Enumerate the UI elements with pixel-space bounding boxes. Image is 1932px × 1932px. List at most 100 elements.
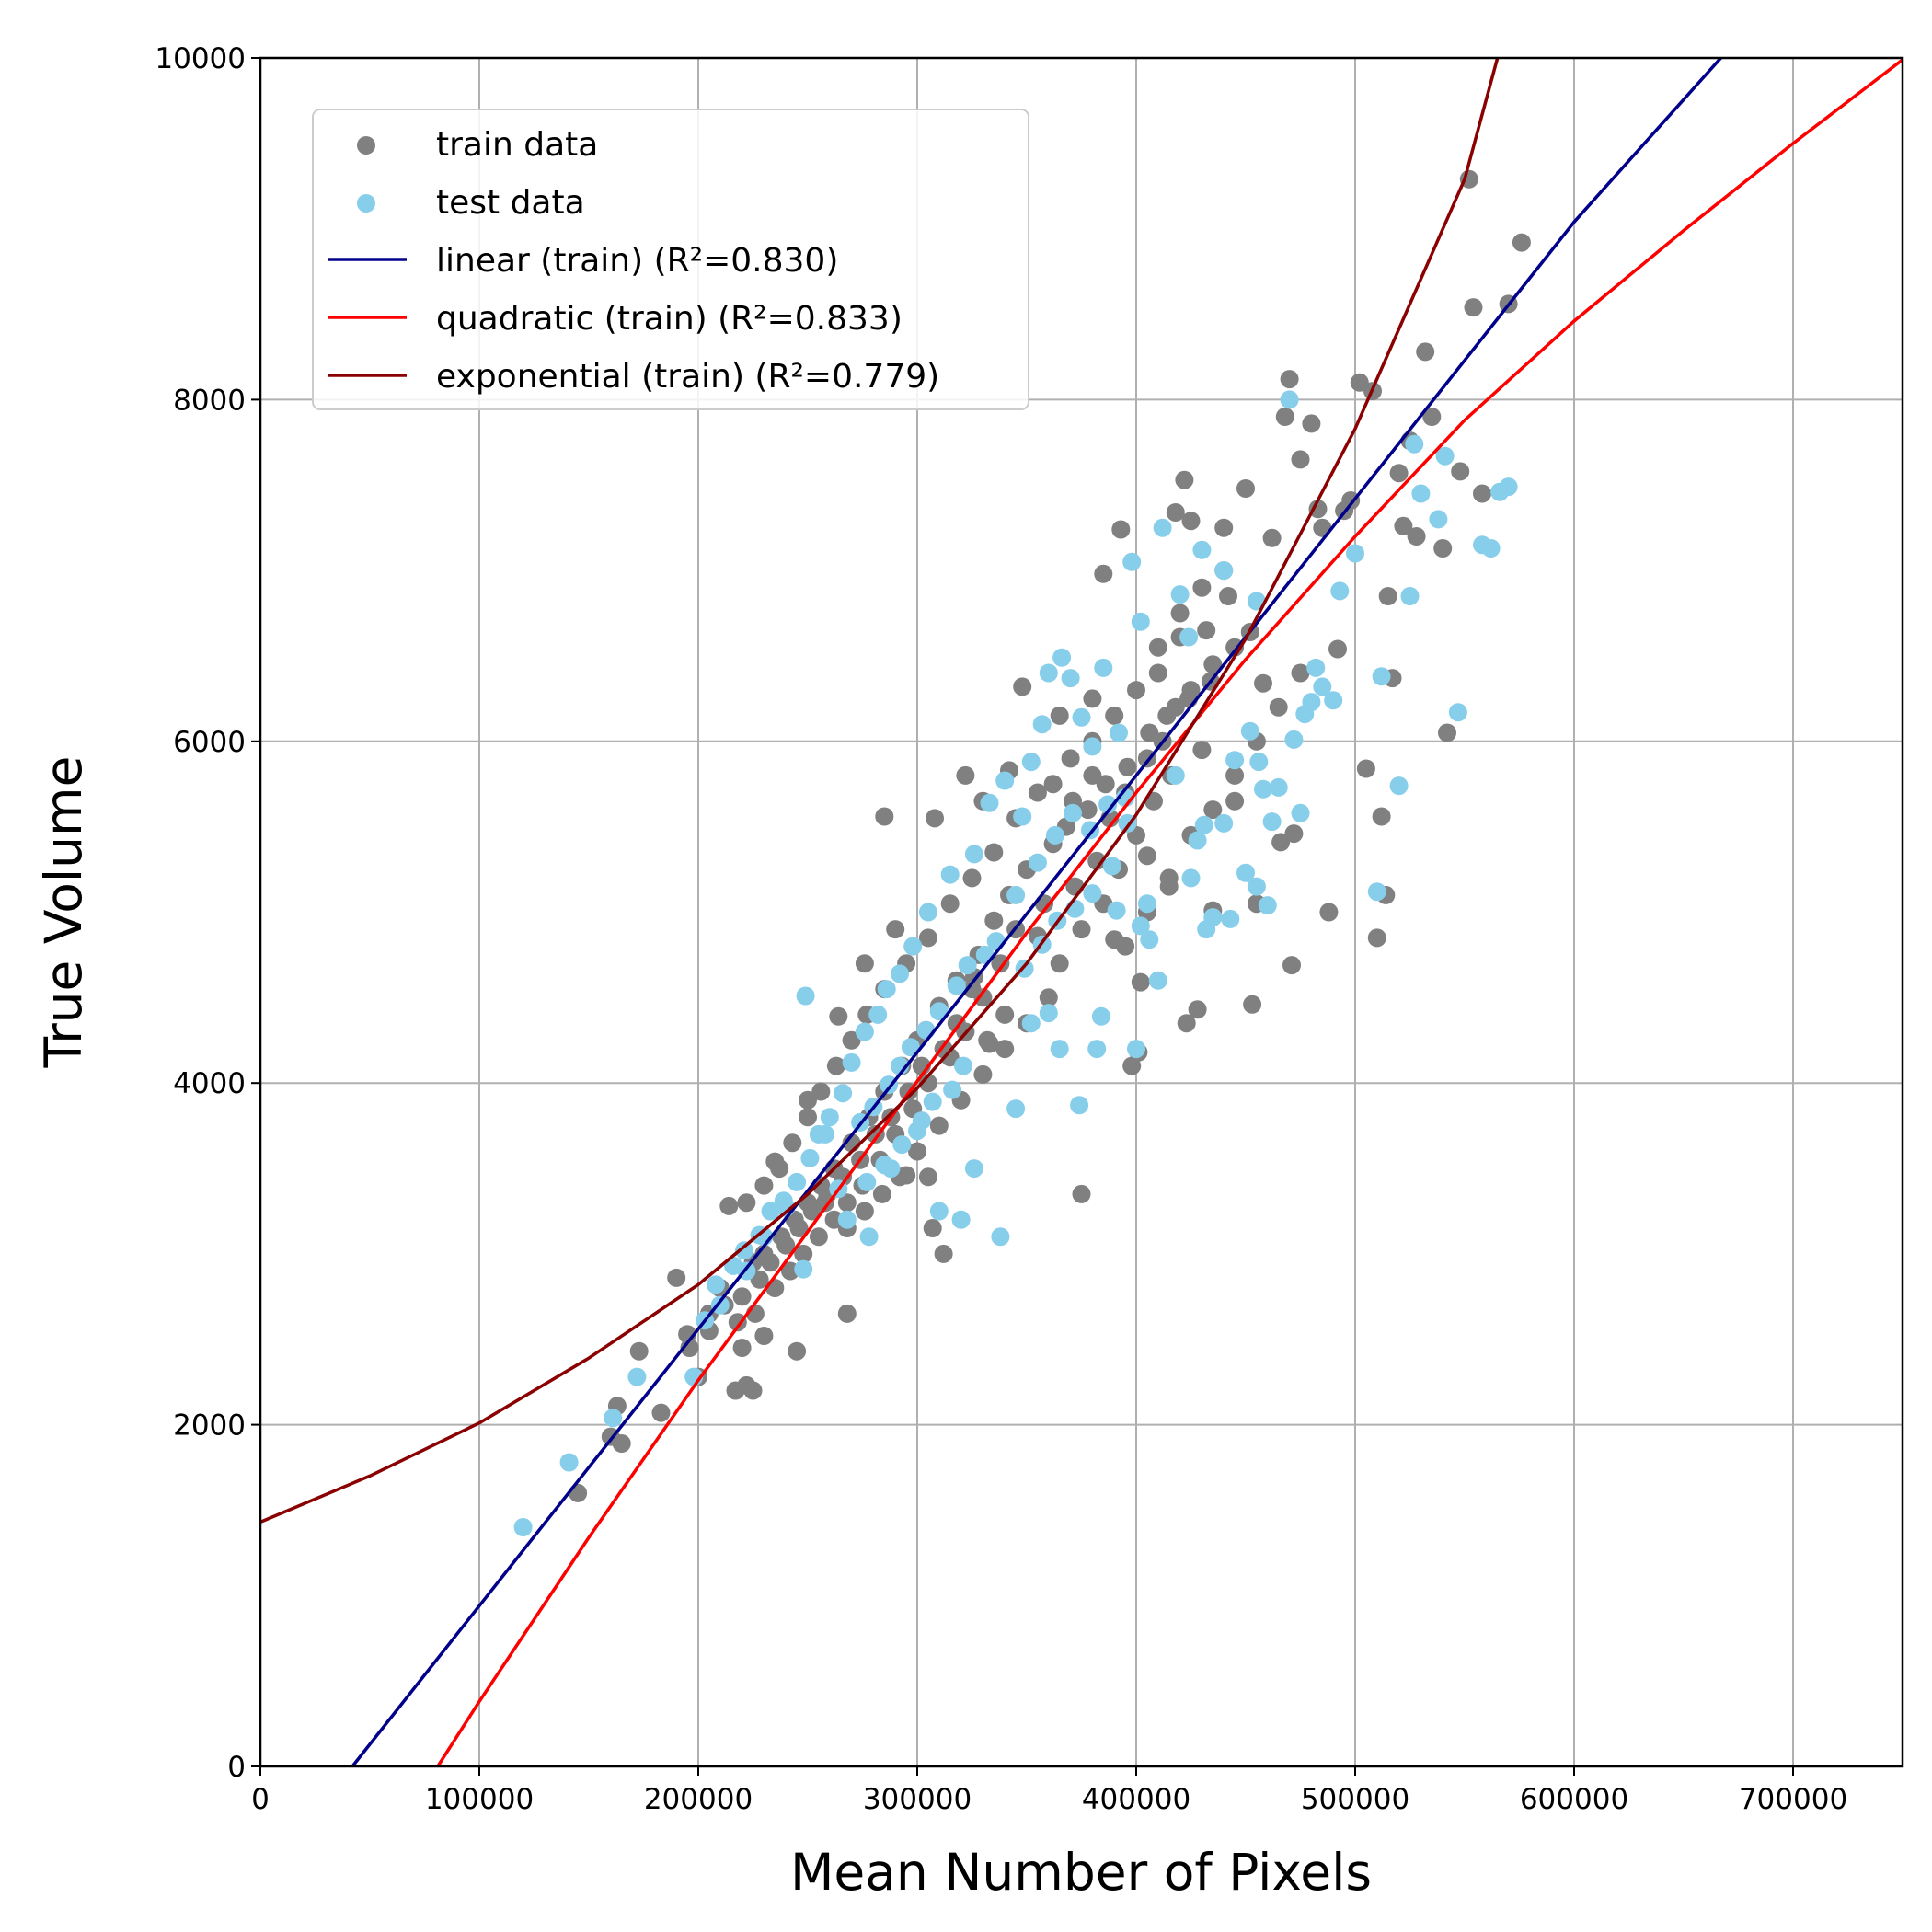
test-data-point: [947, 976, 966, 995]
train-data-point: [947, 1014, 966, 1033]
x-tick-label: 100000: [425, 1783, 534, 1816]
test-data-point: [1166, 765, 1185, 785]
test-data-point: [1122, 552, 1142, 571]
test-data-point: [857, 1172, 877, 1191]
test-data-point: [761, 1202, 780, 1221]
train-data-point: [1473, 484, 1491, 503]
test-data-point: [1039, 1004, 1058, 1023]
train-data-point: [770, 1159, 789, 1179]
y-tick-label: 4000: [173, 1067, 246, 1100]
test-data-point: [1052, 648, 1072, 667]
x-tick-label: 500000: [1301, 1783, 1409, 1816]
test-data-point: [1153, 518, 1172, 537]
test-data-point: [951, 1210, 971, 1229]
train-data-point: [934, 1244, 953, 1263]
train-data-point: [1072, 920, 1091, 939]
test-data-point: [1107, 901, 1126, 920]
train-data-point: [1111, 520, 1131, 539]
train-data-point: [1284, 824, 1304, 844]
train-data-point: [908, 1142, 926, 1161]
test-data-point: [1061, 669, 1080, 688]
test-data-point: [954, 1056, 972, 1075]
train-data-point: [1192, 578, 1212, 597]
test-data-point: [929, 1202, 949, 1221]
train-data-point: [732, 1287, 752, 1306]
train-data-point: [837, 1304, 857, 1323]
legend-marker: [357, 136, 375, 155]
train-data-point: [1512, 233, 1531, 252]
test-data-point: [1429, 510, 1448, 529]
test-data-point: [1481, 539, 1501, 558]
test-data-point: [1050, 1040, 1069, 1059]
train-data-point: [1105, 706, 1124, 725]
test-data-point: [958, 956, 977, 975]
test-data-point: [1131, 916, 1150, 936]
train-data-point: [1148, 663, 1167, 683]
train-data-point: [1181, 512, 1201, 531]
train-data-point: [1356, 759, 1375, 778]
legend-label: linear (train) (R²=0.830): [436, 242, 838, 280]
test-data-point: [1064, 803, 1082, 822]
test-data-point: [513, 1518, 533, 1536]
test-data-point: [1102, 857, 1121, 876]
train-data-point: [1148, 638, 1167, 657]
test-data-point: [627, 1367, 647, 1386]
train-data-point: [1302, 414, 1321, 433]
train-data-point: [1157, 706, 1177, 725]
train-data-point: [855, 1202, 874, 1221]
test-data-point: [1225, 751, 1245, 770]
train-data-point: [984, 911, 1004, 930]
train-data-point: [1116, 937, 1135, 956]
train-data-point: [837, 1193, 857, 1213]
train-data-point: [824, 1210, 844, 1229]
train-data-point: [855, 954, 874, 973]
test-data-point: [901, 1038, 920, 1057]
legend: train data test data linear (train) (R²=0.…: [312, 109, 1029, 410]
test-data-point: [1083, 737, 1102, 756]
test-data-point: [1006, 1099, 1026, 1119]
test-data-point: [1214, 813, 1234, 833]
test-data-point: [1194, 815, 1213, 834]
test-data-point: [1499, 477, 1518, 497]
test-data-point: [1306, 658, 1326, 677]
test-data-point: [1249, 753, 1269, 772]
test-data-point: [1021, 1014, 1041, 1033]
test-data-point: [1247, 877, 1266, 896]
y-tick-label: 2000: [173, 1409, 246, 1443]
test-data-point: [1240, 721, 1259, 741]
train-data-point: [1122, 1056, 1142, 1075]
train-data-point: [783, 1133, 802, 1153]
x-tick-label: 300000: [863, 1783, 972, 1816]
train-data-point: [995, 1005, 1015, 1024]
test-data-point: [809, 1124, 828, 1144]
train-data-point: [1127, 681, 1145, 700]
train-data-point: [794, 1244, 813, 1263]
train-data-point: [1319, 903, 1339, 922]
train-data-point: [1269, 697, 1288, 717]
train-data-point: [651, 1403, 671, 1422]
train-data-point: [1140, 723, 1159, 742]
test-data-point: [1236, 863, 1255, 882]
train-data-point: [750, 1270, 769, 1289]
quadratic-fit-line: [436, 58, 1903, 1766]
legend-label: train data: [436, 126, 598, 164]
test-data-point: [1221, 909, 1240, 928]
test-data-point: [1070, 1096, 1089, 1115]
train-data-point: [1050, 954, 1069, 973]
test-data-point: [1284, 730, 1304, 749]
test-data-point: [1148, 971, 1167, 990]
train-data-point: [1028, 783, 1047, 802]
train-data-point: [1451, 462, 1470, 481]
train-data-point: [811, 1082, 831, 1101]
test-data-point: [1006, 885, 1026, 904]
test-data-point: [1045, 825, 1064, 845]
train-data-point: [973, 1064, 993, 1084]
test-data-point: [788, 1172, 807, 1191]
train-data-point: [1308, 500, 1328, 519]
test-data-point: [794, 1259, 813, 1279]
train-data-point: [1203, 800, 1223, 820]
test-data-point: [1405, 434, 1424, 454]
train-data-point: [1159, 868, 1179, 888]
train-data-point: [1072, 1184, 1091, 1203]
train-data-point: [799, 1108, 817, 1127]
